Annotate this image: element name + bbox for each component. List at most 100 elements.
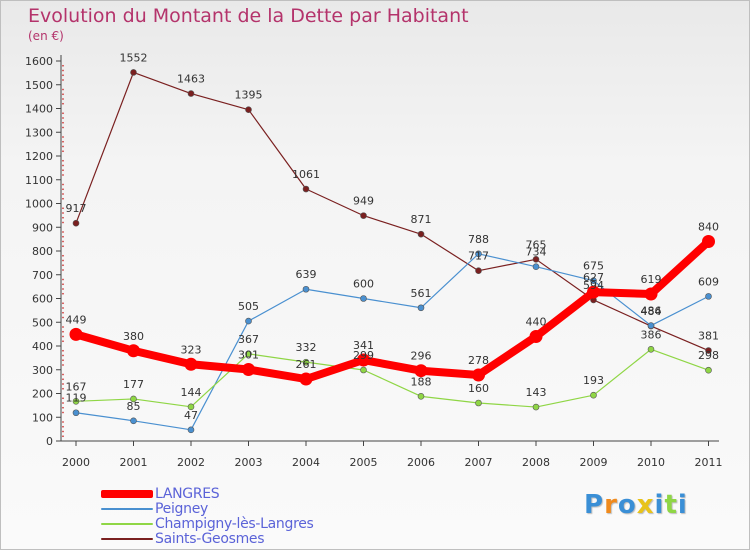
data-label-champigny-les-langres: 367	[238, 333, 259, 346]
data-label-champigny-les-langres: 386	[641, 328, 662, 341]
y-minor-tick	[62, 435, 64, 438]
y-minor-tick	[62, 74, 64, 77]
y-minor-tick	[62, 136, 64, 138]
data-label-langres: 341	[353, 339, 374, 352]
data-label-champigny-les-langres: 167	[66, 380, 87, 393]
data-point-champigny-les-langres	[705, 366, 712, 374]
data-point-peigney	[417, 304, 425, 312]
data-label-peigney: 486	[641, 305, 662, 318]
data-point-peigney	[72, 409, 80, 417]
data-label-saints-geosmes: 484	[641, 305, 662, 318]
y-minor-tick	[62, 254, 64, 257]
data-point-saints-geosmes	[130, 69, 137, 76]
data-label-saints-geosmes: 1395	[235, 89, 263, 102]
data-label-langres: 449	[66, 313, 87, 326]
x-tick-label: 2001	[120, 456, 148, 469]
y-minor-tick	[62, 264, 64, 267]
data-point-saints-geosmes	[705, 347, 712, 354]
legend-item-langres: LANGRES	[101, 486, 220, 502]
y-minor-tick	[62, 174, 64, 176]
data-point-langres	[127, 344, 140, 358]
data-point-champigny-les-langres	[647, 346, 655, 353]
y-minor-tick	[62, 112, 64, 115]
data-label-peigney: 47	[184, 409, 198, 422]
y-minor-tick	[62, 340, 64, 343]
logo-letter: P	[584, 490, 605, 520]
y-minor-tick	[62, 307, 64, 309]
data-label-peigney: 85	[127, 400, 141, 413]
legend-label-saints-geosmes: Saints-Geosmes	[155, 531, 265, 547]
data-label-langres: 440	[526, 316, 547, 329]
data-point-champigny-les-langres	[72, 398, 80, 405]
data-point-saints-geosmes	[72, 219, 80, 227]
logo-letter: o	[617, 490, 637, 520]
data-point-peigney	[302, 285, 310, 293]
data-label-champigny-les-langres: 144	[181, 386, 202, 399]
data-label-langres: 627	[583, 271, 604, 284]
y-minor-tick	[62, 326, 64, 328]
y-minor-tick	[62, 64, 64, 67]
y-minor-tick	[62, 259, 64, 262]
logo-letter: i	[654, 490, 665, 520]
y-minor-tick	[62, 288, 64, 290]
chart-title: Evolution du Montant de la Dette par Hab…	[28, 5, 469, 27]
y-minor-tick	[62, 316, 64, 319]
data-label-peigney: 561	[411, 287, 432, 300]
y-minor-tick	[62, 197, 64, 200]
data-label-champigny-les-langres: 332	[296, 341, 317, 354]
y-minor-tick	[62, 93, 64, 96]
legend-swatch-langres	[101, 490, 153, 498]
data-point-langres	[184, 357, 198, 371]
y-minor-tick	[62, 354, 64, 357]
data-point-peigney	[647, 322, 655, 329]
data-label-champigny-les-langres: 299	[353, 349, 374, 362]
y-minor-tick	[62, 278, 64, 281]
y-tick-label: 700	[32, 269, 53, 282]
x-tick-label: 2009	[580, 456, 608, 469]
data-label-langres: 261	[296, 358, 317, 371]
y-minor-tick	[62, 302, 64, 305]
y-minor-tick	[62, 402, 64, 404]
data-point-champigny-les-langres	[130, 395, 137, 403]
logo-letter: i	[677, 490, 688, 520]
data-point-langres	[702, 235, 715, 248]
data-point-peigney	[475, 250, 482, 258]
y-minor-tick	[62, 373, 64, 376]
y-tick-label: 200	[32, 388, 53, 401]
y-minor-tick	[62, 117, 64, 119]
data-label-langres: 619	[641, 273, 662, 286]
x-tick-label: 2011	[695, 456, 723, 469]
data-point-langres	[644, 287, 658, 301]
y-minor-tick	[62, 283, 64, 286]
y-tick-label: 900	[32, 221, 53, 234]
y-minor-tick	[62, 121, 64, 124]
y-minor-tick	[62, 183, 64, 186]
data-point-champigny-les-langres	[532, 403, 540, 411]
data-label-champigny-les-langres: 298	[698, 349, 719, 362]
x-tick-label: 2003	[235, 456, 263, 469]
y-minor-tick	[62, 425, 64, 428]
data-label-peigney: 505	[238, 300, 259, 313]
y-minor-tick	[62, 421, 64, 423]
data-point-langres	[587, 285, 600, 299]
y-minor-tick	[62, 216, 64, 219]
y-minor-tick	[62, 102, 64, 105]
data-point-saints-geosmes	[360, 212, 367, 219]
y-minor-tick	[62, 397, 64, 400]
y-minor-tick	[62, 231, 64, 233]
data-label-langres: 323	[181, 343, 202, 356]
y-minor-tick	[62, 378, 64, 381]
x-tick-label: 2002	[177, 456, 205, 469]
data-label-saints-geosmes: 1463	[177, 73, 205, 86]
data-point-langres	[357, 353, 370, 367]
y-minor-tick	[62, 364, 64, 366]
data-point-peigney	[187, 426, 195, 434]
data-label-langres: 380	[123, 330, 144, 343]
logo-letter: t	[664, 490, 678, 520]
data-label-peigney: 734	[526, 246, 547, 259]
y-minor-tick	[62, 430, 64, 433]
y-minor-tick	[62, 387, 64, 390]
y-minor-tick	[62, 406, 64, 409]
y-minor-tick	[62, 126, 64, 129]
